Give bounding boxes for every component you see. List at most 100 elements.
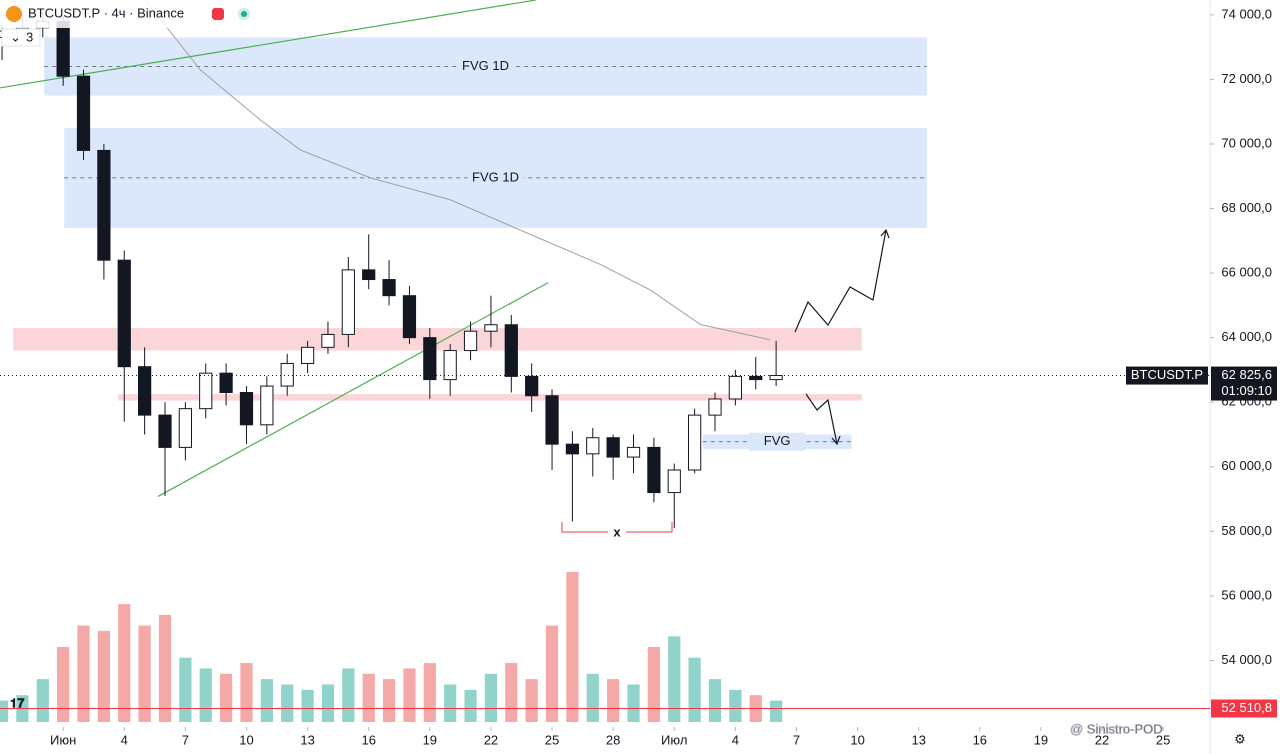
x-tick-label: 4 — [732, 732, 739, 747]
candle-body — [769, 375, 783, 381]
candle-body — [138, 366, 152, 416]
price-tag-label: 62 825,6 — [1221, 367, 1272, 382]
volume-bar — [464, 689, 477, 722]
range-label: x — [613, 524, 621, 539]
zone-label-bg — [749, 432, 806, 451]
volume-bar — [362, 673, 375, 722]
indicator-count[interactable]: 3 — [26, 29, 33, 44]
volume-bar — [220, 673, 233, 722]
symbol-title[interactable]: BTCUSDT.P · 4ч · Binance — [28, 5, 184, 20]
candle-body — [178, 408, 192, 448]
candle-body — [219, 372, 233, 394]
symbol-tag — [1126, 366, 1208, 385]
candle-body — [749, 375, 763, 381]
candle-body — [565, 443, 580, 455]
candle-body — [647, 446, 661, 494]
candle-body — [362, 269, 376, 281]
y-tick-label: 58 000,0 — [1221, 523, 1272, 538]
x-tick-label: 13 — [300, 732, 314, 747]
x-tick-label: Июн — [50, 732, 76, 747]
volume-bar — [118, 604, 131, 722]
y-tick-label: 64 000,0 — [1221, 329, 1272, 344]
settings-icon[interactable]: ⚙ — [1234, 731, 1246, 746]
volume-bar — [566, 572, 579, 722]
volume-bar — [647, 647, 660, 722]
x-tick-label: 22 — [1095, 732, 1109, 747]
volume-bar — [423, 663, 436, 722]
y-tick-label: 74 000,0 — [1221, 6, 1272, 21]
candle-body — [728, 375, 742, 400]
candle-body — [423, 337, 437, 381]
volume-bar — [607, 679, 620, 722]
arrow-head — [831, 435, 841, 446]
candle-body — [606, 437, 620, 458]
candle-body — [158, 414, 172, 448]
zone-label: FVG 1D — [472, 169, 519, 184]
volume-bar — [586, 673, 599, 722]
volume-bar — [281, 684, 294, 722]
zone-label: FVG — [764, 433, 791, 448]
candle-body — [321, 333, 335, 348]
trendline — [157, 282, 549, 497]
x-tick-label: 10 — [850, 732, 864, 747]
candle-body — [626, 446, 641, 458]
volume-bar — [260, 679, 273, 722]
candle-body — [586, 437, 600, 455]
x-tick-label: 19 — [1034, 732, 1048, 747]
volume-bar — [321, 684, 335, 722]
header-bg — [0, 0, 270, 28]
symbol-icon[interactable] — [6, 6, 22, 22]
candle-body — [525, 375, 539, 397]
live-dot — [241, 11, 247, 17]
x-tick-label: 10 — [239, 732, 253, 747]
candle-body — [667, 469, 681, 494]
plot: FVG 1D FVG 1D FVG — [0, 0, 1210, 722]
y-tick-label: 56 000,0 — [1221, 587, 1272, 602]
volume-bar — [627, 684, 640, 722]
x-tick-label: 7 — [793, 732, 800, 747]
candle-body — [239, 392, 254, 426]
x-tick-label: 25 — [1156, 732, 1170, 747]
marker-tag — [1211, 699, 1277, 718]
x-tick-label: 22 — [484, 732, 498, 747]
x-tick-label: Июл — [661, 732, 687, 747]
candle-body — [708, 398, 722, 416]
volume-bar — [57, 647, 70, 722]
x-tick-label: 19 — [423, 732, 437, 747]
market-status[interactable] — [212, 8, 224, 20]
y-tick-label: 60 000,0 — [1221, 458, 1272, 473]
volume-bar — [770, 700, 783, 722]
zone — [13, 327, 862, 351]
x-tick-label: 25 — [545, 732, 559, 747]
candle-body — [199, 372, 213, 410]
volume-bar — [199, 668, 212, 722]
marker-tag-label: 52 510,8 — [1221, 700, 1272, 715]
candle-body — [117, 259, 131, 368]
arrow-head — [880, 228, 890, 239]
volume-bar — [505, 663, 518, 722]
candle-body — [97, 149, 111, 261]
candle-body — [402, 295, 417, 339]
candle-body — [300, 346, 315, 364]
label-bg — [608, 524, 626, 540]
candle-body — [280, 362, 294, 387]
y-tick-label: 70 000,0 — [1221, 135, 1272, 150]
tv-logo[interactable]: 𝟏𝟕 — [10, 695, 25, 710]
volume-bar — [0, 700, 9, 722]
x-tick-label: 7 — [182, 732, 189, 747]
candle-body — [341, 269, 355, 335]
zone-label: FVG 1D — [462, 58, 509, 73]
candle-body — [443, 350, 457, 381]
zone-label-bg — [467, 168, 524, 187]
candle-body — [688, 414, 702, 471]
toggle-chevron: ⌄ — [10, 29, 21, 44]
projection-up — [794, 229, 887, 333]
volume-bar — [179, 657, 192, 722]
x-tick-label: 4 — [121, 732, 128, 747]
volume-bar — [525, 679, 538, 722]
price-tag — [1211, 366, 1277, 401]
indicator-toggle[interactable] — [1, 28, 41, 47]
volume-bar — [77, 625, 90, 722]
